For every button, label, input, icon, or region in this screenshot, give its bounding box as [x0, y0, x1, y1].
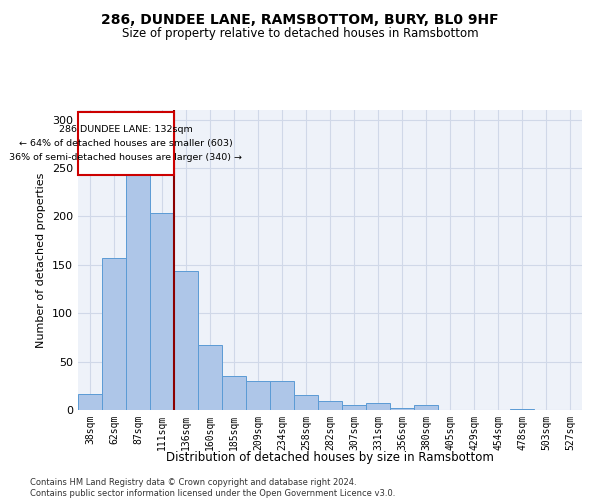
Bar	[318, 402, 342, 410]
Bar	[294, 396, 318, 410]
Bar	[78, 394, 102, 410]
Text: Contains HM Land Registry data © Crown copyright and database right 2024.
Contai: Contains HM Land Registry data © Crown c…	[30, 478, 395, 498]
Bar	[102, 258, 126, 410]
Text: Size of property relative to detached houses in Ramsbottom: Size of property relative to detached ho…	[122, 28, 478, 40]
Bar	[390, 408, 414, 410]
Bar	[246, 381, 270, 410]
Bar	[126, 168, 150, 410]
Bar	[174, 270, 198, 410]
Text: 286, DUNDEE LANE, RAMSBOTTOM, BURY, BL0 9HF: 286, DUNDEE LANE, RAMSBOTTOM, BURY, BL0 …	[101, 12, 499, 26]
Bar	[198, 345, 222, 410]
Text: Distribution of detached houses by size in Ramsbottom: Distribution of detached houses by size …	[166, 451, 494, 464]
Bar	[78, 112, 173, 175]
Bar	[150, 212, 174, 410]
Bar	[414, 405, 438, 410]
Y-axis label: Number of detached properties: Number of detached properties	[37, 172, 46, 348]
Bar	[366, 403, 390, 410]
Bar	[270, 381, 294, 410]
Bar	[342, 405, 366, 410]
Bar	[222, 376, 246, 410]
Bar	[510, 409, 534, 410]
Text: 286 DUNDEE LANE: 132sqm
← 64% of detached houses are smaller (603)
36% of semi-d: 286 DUNDEE LANE: 132sqm ← 64% of detache…	[9, 125, 242, 162]
